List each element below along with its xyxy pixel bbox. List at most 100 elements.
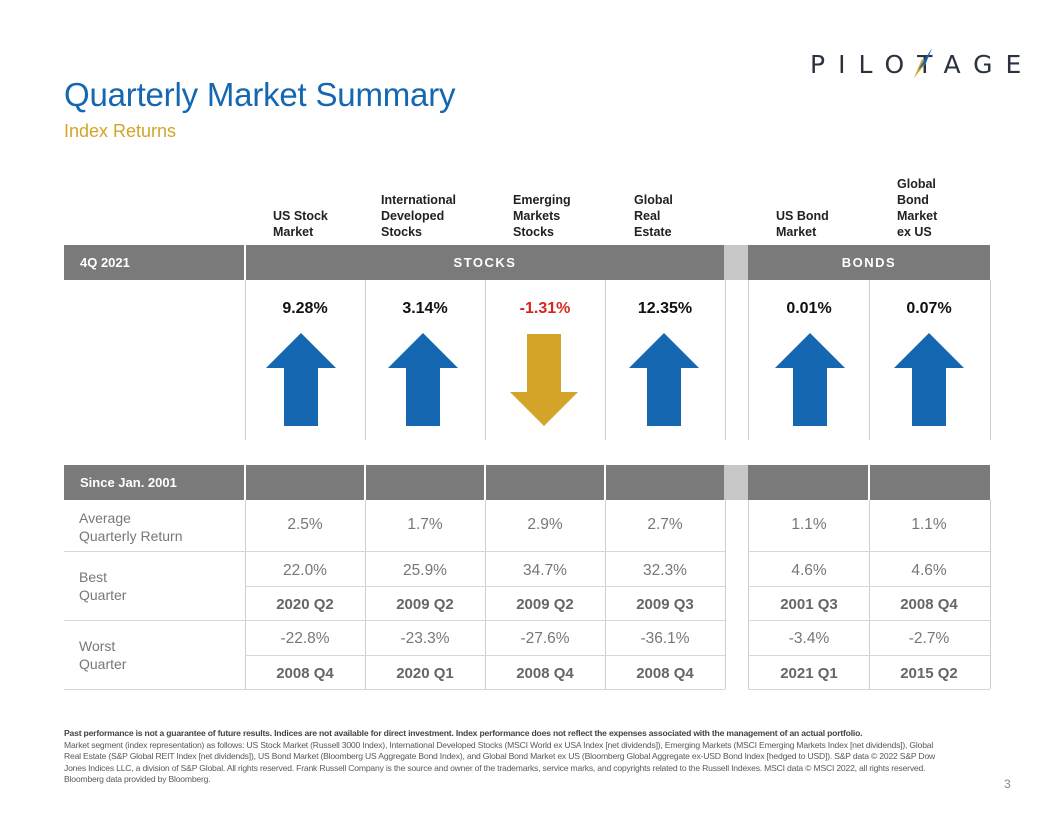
since-band-cell [748,465,868,500]
quarter-period: 4Q 2021 [80,255,130,270]
since-band-cell [486,465,604,500]
row-label-average: Average Quarterly Return [79,510,183,544]
page-title: Quarterly Market Summary [64,76,456,113]
worst-return-cell: -36.1% [640,630,690,647]
worst-quarter-cell: 2021 Q1 [780,665,838,682]
best-quarter-cell: 2020 Q2 [276,596,334,613]
up-arrow-icon [894,333,964,426]
column-header-global-bond-ex-us: Global Bond Market ex US [897,177,938,239]
quarter-return-us-stock: 9.28% [282,300,328,317]
worst-return-cell: -27.6% [520,630,570,647]
quarter-return-global-real-estate: 12.35% [637,300,693,317]
best-return-cell: 34.7% [523,562,567,579]
logo-text: PILOTAGE [810,49,1035,79]
quarter-return-us-bond: 0.01% [786,300,832,317]
since-band-cell [246,465,364,500]
bonds-band: BONDS [748,245,990,280]
best-quarter-cell: 2009 Q3 [636,596,694,613]
stocks-label: STOCKS [453,255,517,270]
divider [990,500,991,689]
worst-quarter-cell: 2008 Q4 [516,665,574,682]
disclaimer: Past performance is not a guarantee of f… [64,728,944,786]
disclaimer-bold: Past performance is not a guarantee of f… [64,728,863,738]
since-band-label: Since Jan. 2001 [64,465,244,500]
divider [365,280,366,440]
divider [365,500,366,689]
worst-quarter-cell: 2008 Q4 [276,665,334,682]
divider [605,500,606,689]
divider [485,500,486,689]
average-return-cell: 2.9% [527,516,563,533]
up-arrow-icon [629,333,699,426]
best-return-cell: 4.6% [791,562,827,579]
average-return-cell: 2.7% [647,516,683,533]
worst-return-cell: -23.3% [400,630,450,647]
divider [245,280,246,440]
divider [869,280,870,440]
worst-return-cell: -2.7% [908,630,950,647]
band-gap [724,465,748,500]
best-quarter-cell: 2009 Q2 [516,596,574,613]
up-arrow-icon [775,333,845,426]
average-return-cell: 1.7% [407,516,443,533]
divider [990,280,991,440]
bonds-label: BONDS [841,255,897,270]
column-header-global-real-estate: Global Real Estate [634,193,673,239]
worst-return-cell: -3.4% [788,630,830,647]
best-return-cell: 25.9% [403,562,447,579]
quarter-return-emerging-markets: -1.31% [519,300,571,317]
up-arrow-icon [266,333,336,426]
column-header-emerging-markets: Emerging Markets Stocks [513,193,571,239]
worst-quarter-cell: 2015 Q2 [900,665,958,682]
worst-return-cell: -22.8% [280,630,330,647]
best-return-cell: 4.6% [911,562,947,579]
divider [725,500,726,689]
average-return-cell: 1.1% [911,516,947,533]
best-quarter-cell: 2009 Q2 [396,596,454,613]
since-band-cell [366,465,484,500]
since-period: Since Jan. 2001 [80,475,177,490]
band-gap [724,245,748,280]
worst-quarter-cell: 2020 Q1 [396,665,454,682]
page-subtitle: Index Returns [64,121,177,141]
divider [485,280,486,440]
quarter-return-intl-developed: 3.14% [402,300,448,317]
pilotage-logo: PILOTAGE [810,46,1034,82]
average-return-cell: 1.1% [791,516,827,533]
divider [605,280,606,440]
stocks-band: STOCKS [246,245,724,280]
row-divider [748,620,990,621]
row-divider [245,655,725,656]
worst-quarter-cell: 2008 Q4 [636,665,694,682]
row-label-best: Best Quarter [79,569,127,603]
page-number: 3 [1004,777,1011,791]
since-band-cell [870,465,990,500]
row-divider [64,620,725,621]
quarter-band-label: 4Q 2021 [64,245,244,280]
since-band-cell [606,465,724,500]
divider [869,500,870,689]
row-divider [748,655,990,656]
column-header-intl-developed: International Developed Stocks [381,193,457,239]
best-quarter-cell: 2001 Q3 [780,596,838,613]
disclaimer-body: Market segment (index representation) as… [64,739,936,785]
down-arrow-icon [510,334,578,426]
divider [748,280,749,440]
row-divider [245,586,725,587]
divider [245,500,246,689]
column-header-us-bond: US Bond Market [776,209,829,239]
quarter-return-global-bond-ex-us: 0.07% [906,300,952,317]
best-return-cell: 32.3% [643,562,687,579]
row-divider [64,551,725,552]
best-quarter-cell: 2008 Q4 [900,596,958,613]
row-label-worst: Worst Quarter [79,638,127,672]
row-divider [748,551,990,552]
row-divider [64,689,725,690]
up-arrow-icon [388,333,458,426]
row-divider [748,586,990,587]
average-return-cell: 2.5% [287,516,323,533]
divider [725,280,726,440]
divider [748,500,749,689]
column-header-us-stock: US Stock Market [273,209,328,239]
row-divider [748,689,990,690]
